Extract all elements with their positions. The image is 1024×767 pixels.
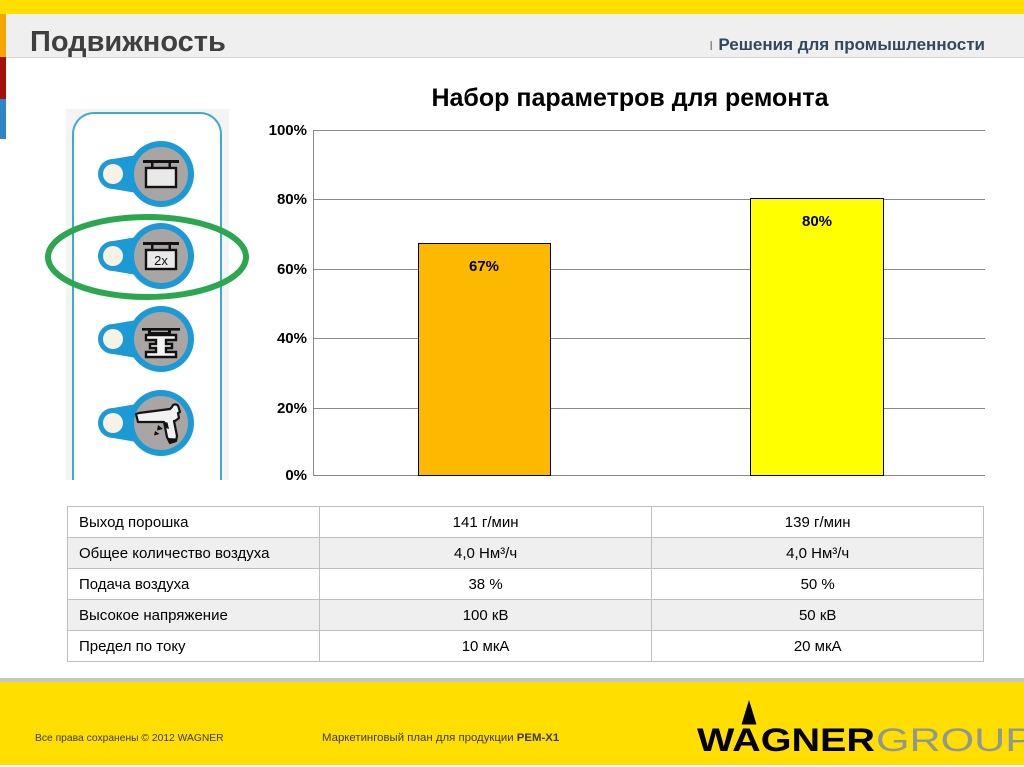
svg-text:2x: 2x: [154, 253, 168, 268]
svg-text:WAGNER: WAGNER: [697, 722, 875, 758]
svg-text:GROUP: GROUP: [876, 722, 1024, 758]
